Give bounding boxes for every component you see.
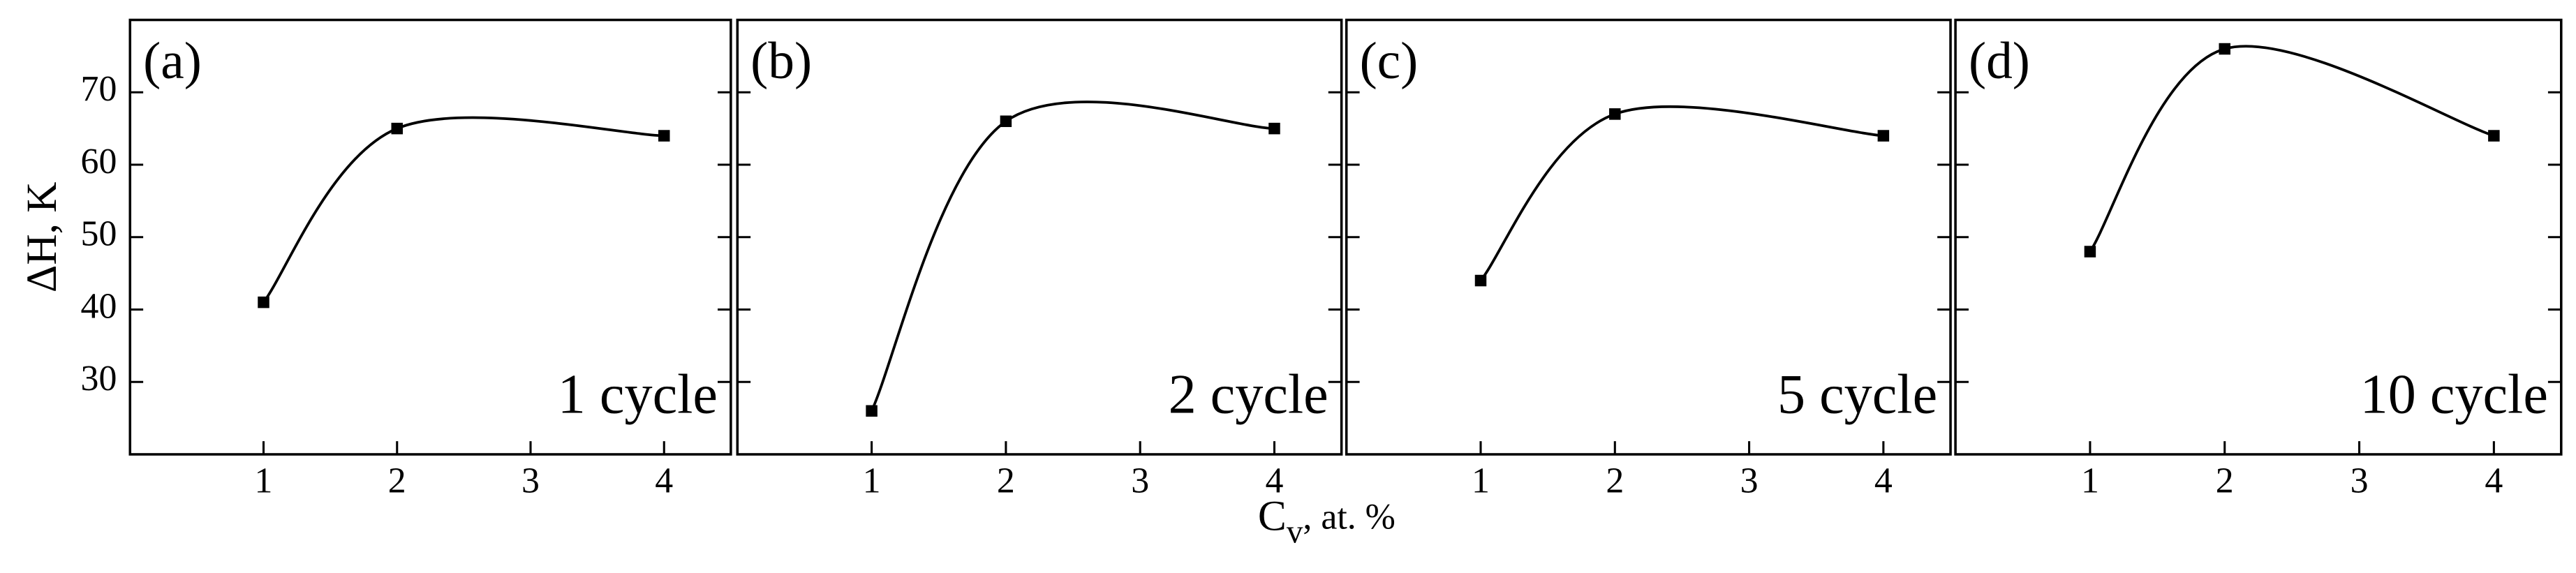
y-tick-label: 60 <box>81 142 117 181</box>
x-tick-label: 4 <box>2485 461 2503 500</box>
x-axis-label-rest: , at. % <box>1303 497 1396 537</box>
x-tick-label: 1 <box>863 461 881 500</box>
point <box>391 122 404 135</box>
point <box>1000 115 1012 128</box>
x-tick-label: 3 <box>1740 461 1759 500</box>
y-tick-label: 40 <box>81 286 117 326</box>
point <box>1609 108 1621 120</box>
panel-label: (a) <box>143 32 202 90</box>
panel-label: (c) <box>1360 32 1419 90</box>
x-tick-label: 2 <box>388 461 406 500</box>
x-tick-label: 4 <box>655 461 673 500</box>
x-tick-label: 3 <box>2351 461 2369 500</box>
x-axis-label-sub: v <box>1287 514 1303 550</box>
point <box>1474 274 1487 287</box>
annotation: 2 cycle <box>1169 364 1328 426</box>
x-axis-label-main: C <box>1258 492 1287 539</box>
x-axis-label: Cv, at. % <box>1258 492 1396 550</box>
x-tick-label: 3 <box>521 461 540 500</box>
y-tick-label: 50 <box>81 214 117 254</box>
y-tick-label: 70 <box>81 69 117 109</box>
x-tick-label: 3 <box>1131 461 1149 500</box>
panel-label: (b) <box>750 32 812 90</box>
point <box>1268 122 1280 135</box>
x-tick-label: 2 <box>2216 461 2234 500</box>
x-tick-label: 4 <box>1874 461 1893 500</box>
annotation: 5 cycle <box>1777 364 1937 426</box>
point <box>258 296 269 308</box>
x-tick-label: 2 <box>1606 461 1624 500</box>
x-tick-label: 1 <box>2081 461 2099 500</box>
point <box>658 130 670 142</box>
point <box>866 405 878 417</box>
panel-label: (d) <box>1969 32 2030 90</box>
x-tick-label: 1 <box>1472 461 1490 500</box>
x-tick-label: 2 <box>997 461 1015 500</box>
point <box>1877 130 1890 142</box>
point <box>2488 130 2500 142</box>
y-tick-label: 30 <box>81 359 117 399</box>
annotation: 1 cycle <box>558 364 718 426</box>
y-axis-label: ΔH, K <box>18 181 66 292</box>
point <box>2219 43 2230 55</box>
annotation: 10 cycle <box>2360 364 2548 426</box>
x-tick-label: 4 <box>1266 461 1284 500</box>
x-tick-label: 1 <box>255 461 273 500</box>
point <box>2084 246 2096 258</box>
